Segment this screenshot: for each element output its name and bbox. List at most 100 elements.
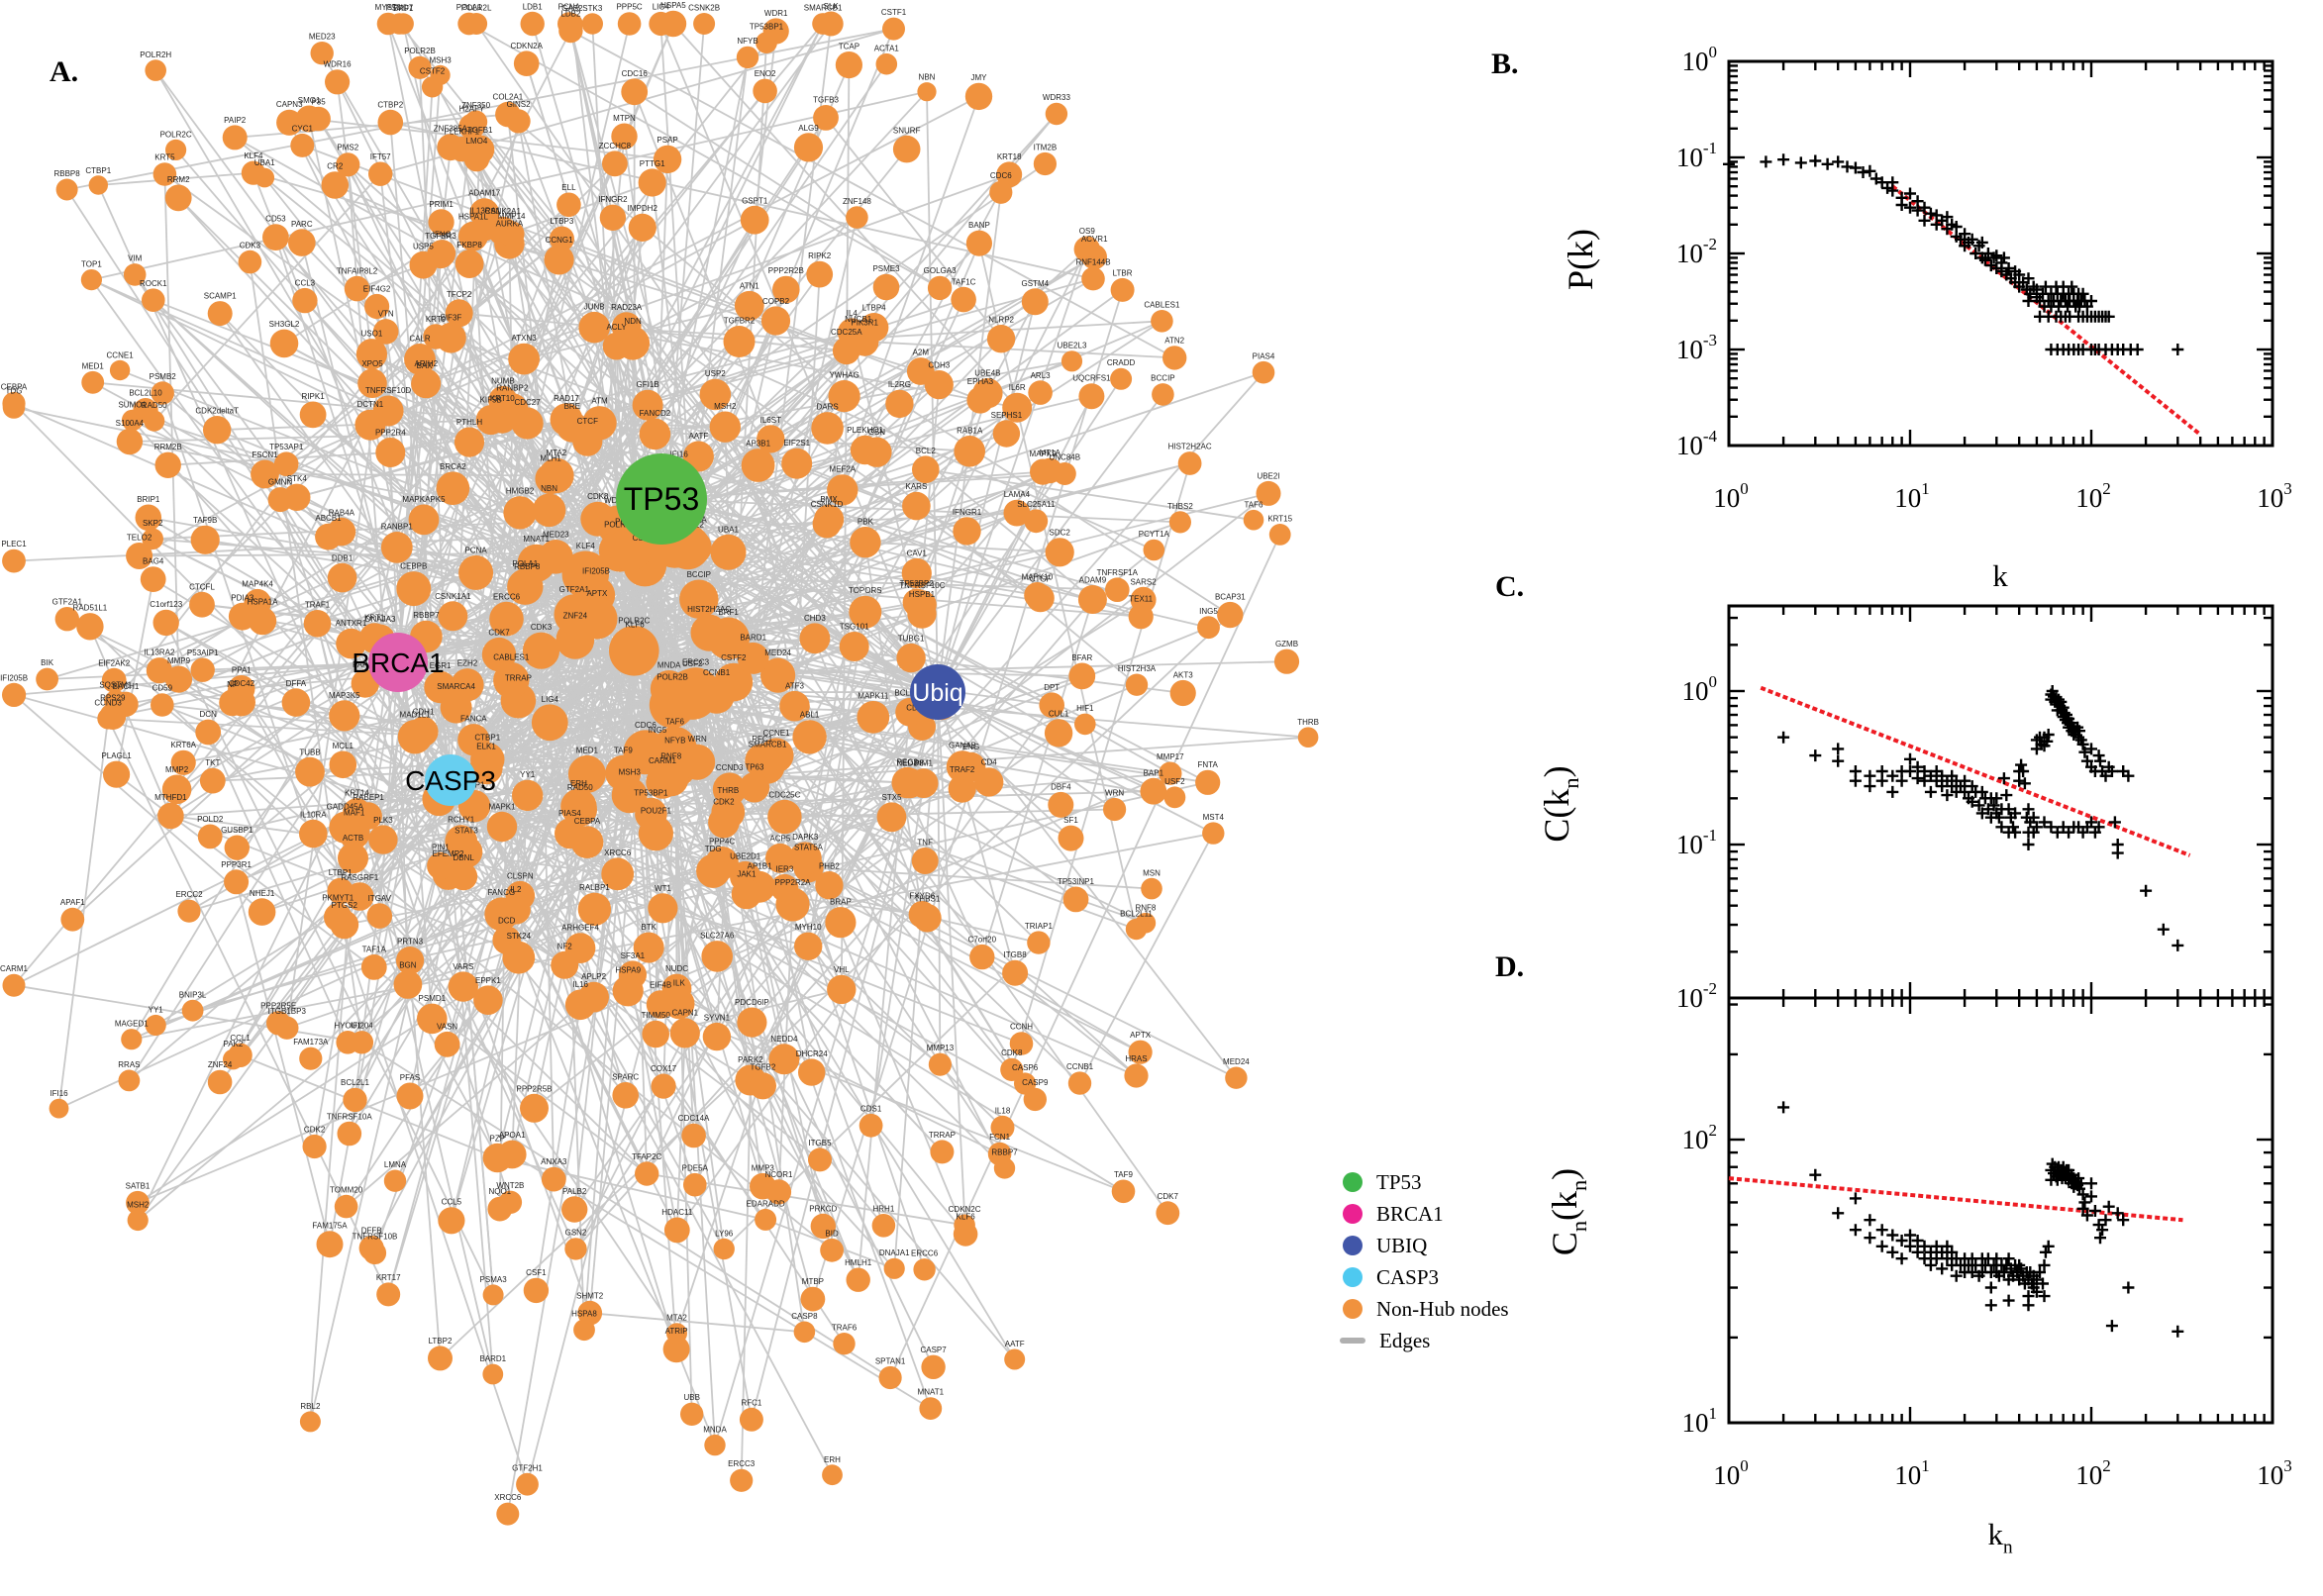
- scatter-point: [1875, 176, 1888, 189]
- network-edge: [397, 661, 1309, 739]
- network-node-label: RABEP1: [353, 793, 384, 802]
- axis-ticks: [1727, 59, 2274, 448]
- network-node-label: SH3GL2: [269, 320, 300, 329]
- network-node: [798, 1058, 826, 1086]
- network-node-label: THRB: [717, 786, 739, 795]
- network-node-label: TUBB: [299, 748, 320, 756]
- network-node: [344, 275, 370, 302]
- network-node-label: GAS2: [561, 4, 583, 13]
- scatter-point: [1970, 248, 1982, 259]
- network-node: [505, 880, 536, 911]
- network-node: [602, 150, 628, 177]
- network-edge: [506, 872, 619, 1515]
- scatter-point: [1886, 1246, 1899, 1258]
- legend-label: BRCA1: [1376, 1201, 1444, 1226]
- network-node: [705, 847, 739, 880]
- network-node-label: EIF2S1: [783, 439, 810, 448]
- network-node-label: ALG9: [798, 124, 819, 133]
- network-node-label: ENG: [962, 743, 979, 751]
- network-node: [189, 591, 215, 618]
- network-node-label: TRRAP: [929, 1131, 956, 1140]
- scatter-point: [2042, 1240, 2055, 1252]
- network-node-label: SF1: [1063, 816, 1078, 825]
- network-node-label: NUDC: [665, 964, 688, 973]
- network-node: [1067, 1071, 1092, 1095]
- network-node: [428, 1346, 453, 1371]
- scatter-point: [1978, 253, 1991, 266]
- network-node: [693, 13, 716, 35]
- network-node-label: UBE2I: [1257, 471, 1279, 480]
- scatter-point: [2105, 1320, 2118, 1333]
- network-edge: [134, 273, 452, 781]
- network-node-label: TDG: [705, 845, 722, 853]
- tick-label: 10-1: [1676, 826, 1717, 859]
- network-node: [986, 325, 1016, 353]
- network-node-label: DCD: [498, 917, 516, 926]
- scatter-point: [1777, 1101, 1790, 1114]
- network-node: [609, 626, 659, 676]
- fit-line: [1728, 1176, 2183, 1223]
- network-node-label: LDB1: [523, 2, 544, 11]
- network-node: [825, 907, 857, 939]
- network-node: [1024, 509, 1049, 534]
- network-node: [1151, 310, 1173, 333]
- network-node: [580, 501, 616, 537]
- network-node-label: WT1: [655, 884, 671, 893]
- network-node-label: CCNG1: [546, 236, 574, 245]
- network-node: [567, 754, 606, 793]
- network-node: [555, 818, 585, 849]
- network-node-label: TGFBR3: [425, 232, 456, 241]
- network-node-label: SEPHS1: [991, 411, 1023, 420]
- network-node-label: TP53BP2: [900, 579, 935, 588]
- scatter-point: [2017, 765, 2030, 777]
- network-edge: [57, 717, 110, 1110]
- hub-label-casp3: CASP3: [405, 765, 496, 796]
- network-node-label: BCCIP: [1151, 374, 1174, 383]
- scatter-point: [1975, 807, 1988, 820]
- network-node-label: PIAS4: [1253, 351, 1275, 360]
- network-node-label: PAIP2: [224, 116, 247, 125]
- network-node-label: TELO2: [127, 534, 152, 543]
- scatter-point: [1918, 1240, 1931, 1252]
- network-node: [126, 543, 153, 569]
- network-node-label: DNAJA3: [365, 615, 396, 624]
- network-node: [512, 779, 544, 812]
- network-node: [1081, 266, 1105, 291]
- network-node-label: ATXN3: [511, 334, 537, 343]
- network-node-label: LMNA: [384, 1160, 407, 1169]
- scatter-point: [2022, 272, 2035, 285]
- network-node-label: CARM1: [649, 756, 677, 765]
- network-node: [396, 947, 425, 975]
- network-node: [195, 719, 222, 746]
- network-node-label: TSG101: [840, 623, 869, 632]
- network-node: [739, 1407, 763, 1432]
- scatter-point: [2015, 758, 2028, 771]
- network-edge: [633, 90, 941, 289]
- network-edge: [659, 23, 939, 693]
- network-node: [116, 428, 144, 455]
- network-node: [704, 1434, 726, 1456]
- network-node: [734, 290, 764, 321]
- network-node-label: TGFBR2: [724, 317, 756, 326]
- network-node-label: NBN: [919, 73, 936, 82]
- network-edge: [295, 277, 1094, 499]
- network-node-label: TP53AP1: [269, 443, 304, 451]
- network-node-label: EIF3F: [441, 313, 462, 322]
- network-node-label: NEDD4: [770, 1035, 798, 1044]
- network-node-label: COL2A1: [493, 92, 524, 101]
- network-node-label: ZNF350: [461, 101, 490, 110]
- network-node-label: EDARADD: [747, 1199, 785, 1208]
- network-node: [151, 693, 174, 717]
- network-node-label: BRIP1: [137, 495, 160, 504]
- network-node: [511, 407, 544, 440]
- scatter-point: [2022, 295, 2035, 307]
- network-node-label: CTBP2: [377, 100, 403, 109]
- network-node-label: NCOR1: [764, 1170, 793, 1179]
- network-node: [564, 989, 596, 1021]
- network-node-label: USP2: [705, 369, 726, 378]
- network-node: [737, 1007, 767, 1038]
- network-node: [368, 161, 393, 186]
- network-node-label: AATF: [688, 432, 708, 441]
- network-node-label: BAG4: [143, 557, 164, 566]
- network-node: [663, 1217, 690, 1244]
